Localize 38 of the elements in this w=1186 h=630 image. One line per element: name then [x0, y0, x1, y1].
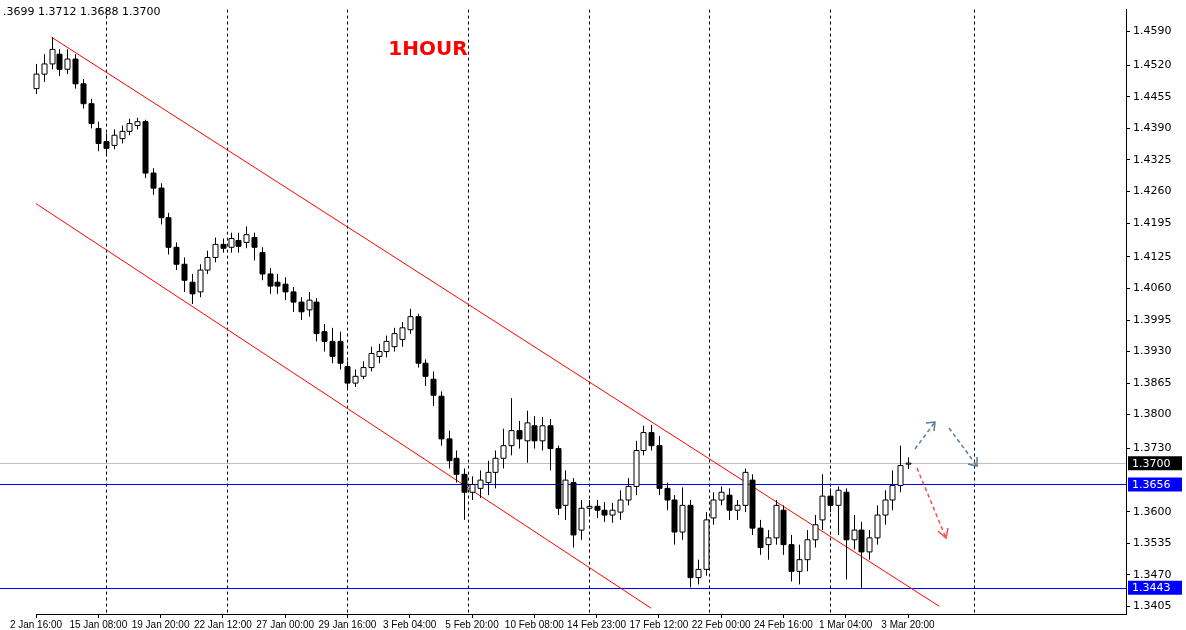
x-tick-label: 22 Feb 00:00 [691, 618, 752, 630]
y-tick-label: 1.3865 [1133, 375, 1172, 389]
x-tick-label: 22 Jan 12:00 [193, 618, 253, 630]
y-tick-label: 1.3730 [1133, 441, 1172, 455]
x-tick-label: 5 Feb 20:00 [445, 618, 500, 630]
x-tick-label: 3 Feb 04:00 [383, 618, 437, 630]
ref-line-label: 1.3443 [1132, 581, 1171, 595]
y-tick-label: 1.3930 [1133, 344, 1172, 358]
y-tick-label: 1.3535 [1133, 536, 1172, 550]
y-tick-label: 1.4390 [1133, 121, 1172, 135]
y-tick-label: 1.3995 [1133, 312, 1172, 326]
x-tick-label: 10 Feb 08:00 [504, 618, 565, 630]
y-tick-label: 1.4590 [1133, 24, 1172, 38]
y-tick-label: 1.3600 [1133, 504, 1172, 518]
x-tick-label: 1 Mar 04:00 [819, 618, 873, 630]
x-tick-label: 15 Jan 08:00 [69, 618, 128, 630]
x-tick-label: 29 Jan 16:00 [318, 618, 377, 630]
y-tick-label: 1.4260 [1133, 184, 1172, 198]
x-tick-label: 2 Jan 16:00 [9, 618, 63, 630]
y-tick-label: 1.4455 [1133, 89, 1172, 103]
y-tick-label: 1.4060 [1133, 281, 1172, 295]
x-tick-label: 24 Feb 16:00 [753, 618, 814, 630]
y-tick-label: 1.4520 [1133, 58, 1172, 72]
ref-line-label: 1.3656 [1132, 477, 1171, 491]
x-tick-label: 14 Feb 23:00 [567, 618, 627, 630]
y-tick-label: 1.4125 [1133, 249, 1172, 263]
x-tick-label: 19 Jan 20:00 [131, 618, 190, 630]
y-tick-label: 1.3800 [1133, 407, 1172, 421]
text: 1HOUR [388, 36, 468, 61]
y-tick-label: 1.4325 [1133, 152, 1172, 166]
x-tick-label: 27 Jan 00:00 [256, 618, 315, 630]
y-tick-label: 1.3405 [1133, 599, 1172, 613]
x-tick-label: 17 Feb 12:00 [629, 618, 689, 630]
x-tick-label: 3 Mar 20:00 [881, 618, 936, 630]
ref-line-label: 1.3700 [1132, 456, 1171, 470]
y-tick-label: 1.3470 [1133, 567, 1172, 581]
y-tick-label: 1.4195 [1133, 215, 1172, 229]
annotation: .3699 1.3712 1.3688 1.3700 [3, 4, 161, 18]
